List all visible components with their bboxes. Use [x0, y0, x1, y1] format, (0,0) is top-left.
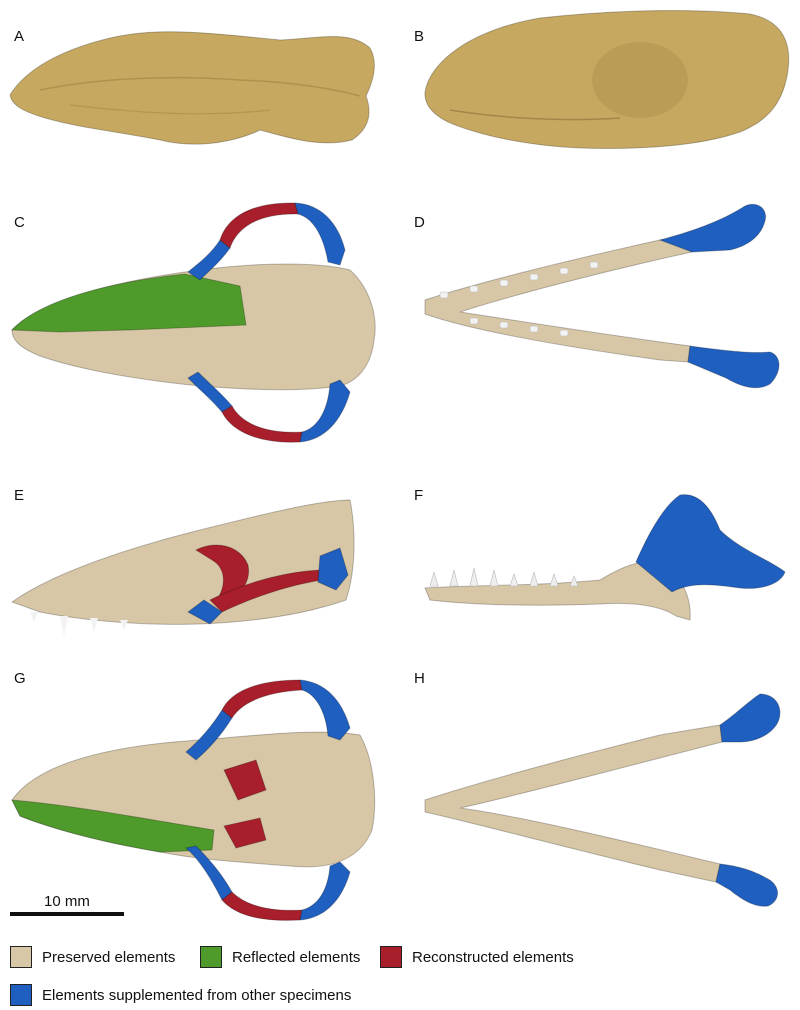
scale-bar: [10, 912, 124, 916]
panel-label-d: D: [414, 214, 425, 231]
legend-swatch-reconstructed: [380, 946, 402, 968]
panel-label-g: G: [14, 670, 26, 687]
panel-g-skull-ventral: [11, 679, 376, 921]
legend-label-reflected: Reflected elements: [232, 948, 361, 966]
panel-label-c: C: [14, 214, 25, 231]
panel-label-b: B: [414, 28, 425, 45]
panel-h-mandible-ventral: [424, 693, 781, 907]
panel-a-fossil-skull-dorsal: [9, 31, 375, 145]
panel-label-a: A: [14, 28, 25, 45]
legend-item-supplemented: Elements supplemented from other specime…: [10, 984, 351, 1006]
legend-swatch-reflected: [200, 946, 222, 968]
legend-item-preserved: Preserved elements: [10, 946, 175, 968]
panel-label-f: F: [414, 487, 424, 504]
panel-b-fossil-skull-lateral: [424, 10, 790, 149]
panel-label-e: E: [14, 487, 25, 504]
panel-f-mandible-lateral: [424, 494, 786, 621]
legend-swatch-preserved: [10, 946, 32, 968]
panel-e-skull-lateral: [10, 499, 355, 636]
panel-c-skull-dorsal: [10, 202, 376, 443]
legend-label-preserved: Preserved elements: [42, 948, 176, 966]
legend-label-reconstructed: Reconstructed elements: [412, 948, 574, 966]
panel-d-mandible-dorsal: [424, 203, 780, 389]
legend-item-reconstructed: Reconstructed elements: [380, 946, 574, 968]
legend-swatch-supplemented: [10, 984, 32, 1006]
panel-label-h: H: [414, 670, 425, 687]
scale-bar-label: 10 mm: [44, 893, 90, 910]
legend-label-supplemented: Elements supplemented from other specime…: [42, 986, 352, 1004]
legend-item-reflected: Reflected elements: [200, 946, 360, 968]
